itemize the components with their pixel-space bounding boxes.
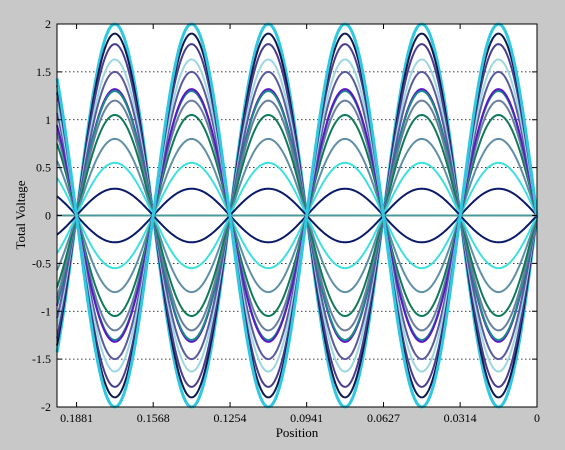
- x-tick-label: 0.1881: [60, 411, 93, 425]
- y-tick-label: -0.5: [32, 256, 51, 270]
- y-tick-label: -1.5: [32, 352, 51, 366]
- x-axis: 0.1881 0.1568 0.1254 0.0941 0.0627 0.0314 0: [60, 24, 540, 425]
- y-tick-label: 0.5: [36, 161, 51, 175]
- x-tick-label: 0.0941: [290, 411, 323, 425]
- series-line: [56, 187, 538, 244]
- series-line: [56, 161, 538, 270]
- y-axis-label: Total Voltage: [13, 180, 28, 249]
- y-tick-label: 1: [45, 113, 51, 127]
- series-group: [55, 22, 539, 409]
- x-tick-label: 0: [534, 411, 540, 425]
- series-line: [56, 137, 538, 294]
- y-tick-label: -1: [41, 304, 51, 318]
- x-tick-label: 0.0627: [367, 411, 400, 425]
- y-tick-label: 0: [45, 209, 51, 223]
- x-axis-label: Position: [276, 425, 319, 440]
- y-axis: -2 -1.5 -1 -0.5 0 0.5 1 1.5 2: [32, 17, 537, 414]
- series-line: [56, 187, 538, 244]
- y-tick-label: -2: [41, 400, 51, 414]
- y-tick-label: 1.5: [36, 65, 51, 79]
- x-tick-label: 0.0314: [444, 411, 477, 425]
- x-tick-label: 0.1254: [214, 411, 247, 425]
- series-line: [55, 22, 539, 409]
- y-tick-label: 2: [45, 17, 51, 31]
- x-tick-label: 0.1568: [137, 411, 170, 425]
